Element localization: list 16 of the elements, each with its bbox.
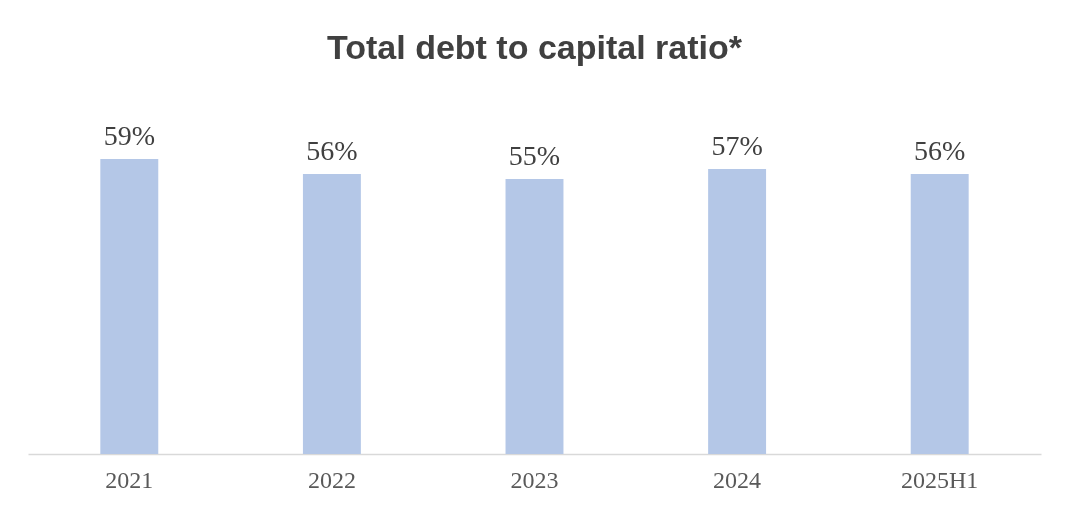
bar bbox=[505, 179, 564, 454]
data-label: 57% bbox=[711, 130, 763, 161]
bar bbox=[302, 174, 361, 454]
data-label: 56% bbox=[306, 135, 358, 166]
bar bbox=[910, 174, 969, 454]
x-tick-label: 2024 bbox=[713, 466, 762, 493]
x-tick-label: 2025H1 bbox=[901, 466, 979, 493]
bar bbox=[708, 169, 767, 454]
data-label: 59% bbox=[103, 120, 155, 151]
x-tick-label: 2021 bbox=[105, 466, 154, 493]
x-tick-label: 2023 bbox=[510, 466, 559, 493]
x-tick-label: 2022 bbox=[307, 466, 356, 493]
data-label: 55% bbox=[508, 140, 561, 171]
data-label: 56% bbox=[914, 135, 966, 166]
bar bbox=[100, 159, 159, 454]
chart-title: Total debt to capital ratio* bbox=[327, 28, 743, 66]
